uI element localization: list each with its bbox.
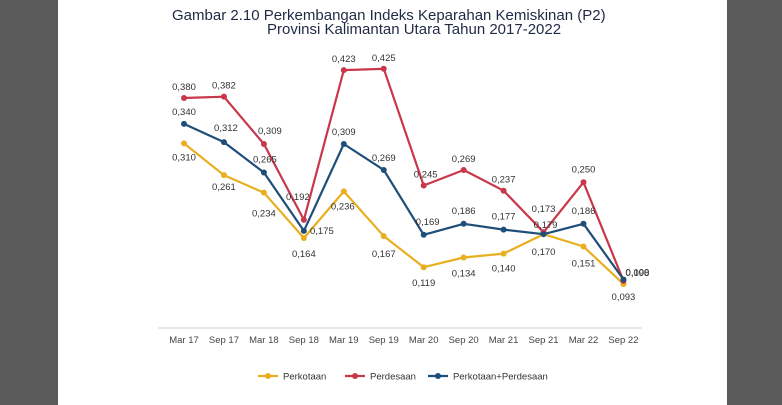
data-label: 0,423 bbox=[332, 54, 356, 65]
data-label: 0,167 bbox=[372, 249, 396, 260]
x-tick-label: Mar 19 bbox=[329, 335, 359, 346]
data-label: 0,169 bbox=[416, 217, 440, 228]
data-label: 0,237 bbox=[492, 175, 516, 186]
legend-item: Perdesaan bbox=[345, 372, 416, 383]
data-point bbox=[220, 93, 227, 100]
data-label: 0,177 bbox=[492, 212, 516, 223]
data-point bbox=[500, 250, 507, 257]
data-point bbox=[260, 141, 267, 148]
x-tick-label: Mar 17 bbox=[169, 335, 199, 346]
legend-item: Perkotaan+Perdesaan bbox=[428, 372, 548, 383]
data-point bbox=[380, 65, 387, 72]
data-point bbox=[580, 220, 587, 227]
data-point bbox=[220, 139, 227, 146]
data-label: 0,236 bbox=[331, 201, 355, 212]
data-label: 0,261 bbox=[212, 182, 236, 193]
data-point bbox=[460, 166, 467, 173]
data-point bbox=[300, 216, 307, 223]
data-point bbox=[340, 141, 347, 148]
data-point bbox=[181, 94, 187, 101]
data-point bbox=[580, 243, 587, 250]
data-label: 0,098 bbox=[626, 268, 650, 279]
legend-item: Perkotaan bbox=[258, 372, 326, 383]
data-point bbox=[460, 220, 467, 227]
data-point bbox=[300, 227, 307, 234]
data-point bbox=[620, 276, 627, 283]
data-point bbox=[300, 235, 307, 242]
data-label: 0,380 bbox=[172, 82, 196, 93]
data-label: 0,269 bbox=[452, 154, 476, 165]
data-label: 0,164 bbox=[292, 249, 316, 260]
data-label: 0,234 bbox=[252, 209, 276, 220]
data-point bbox=[500, 187, 507, 194]
data-point bbox=[181, 120, 187, 127]
series-line bbox=[183, 67, 625, 282]
x-tick-label: Sep 20 bbox=[449, 335, 479, 346]
legend-swatch-marker bbox=[265, 373, 271, 379]
x-tick-label: Mar 22 bbox=[569, 335, 599, 346]
data-label: 0,250 bbox=[572, 164, 596, 175]
data-point bbox=[460, 254, 467, 261]
line-chart: Mar 17 Sep 17 Mar 18 Sep 18 Mar 19 Sep 19 Mar … bbox=[158, 53, 649, 383]
data-label: 0,312 bbox=[214, 123, 238, 134]
legend-label: Perdesaan bbox=[370, 372, 416, 383]
data-label: 0,186 bbox=[452, 206, 476, 217]
x-tick-label: Sep 18 bbox=[289, 335, 319, 346]
data-point bbox=[420, 231, 427, 238]
data-label: 0,100 bbox=[626, 268, 650, 279]
series-line bbox=[183, 122, 625, 281]
chart-page: Gambar 2.10 Perkembangan Indeks Keparaha… bbox=[58, 0, 727, 405]
x-tick-label: Mar 20 bbox=[409, 335, 439, 346]
data-label: 0,382 bbox=[212, 81, 236, 92]
data-label: 0,309 bbox=[332, 127, 356, 138]
data-label: 0,340 bbox=[172, 107, 196, 118]
legend-label: Perkotaan+Perdesaan bbox=[453, 372, 548, 383]
data-label: 0,186 bbox=[572, 206, 596, 217]
x-tick-label: Sep 19 bbox=[369, 335, 399, 346]
legend-label: Perkotaan bbox=[283, 372, 326, 383]
x-tick-label: Mar 21 bbox=[489, 335, 519, 346]
data-label: 0,269 bbox=[372, 153, 396, 164]
data-point bbox=[260, 189, 267, 196]
data-label: 0,140 bbox=[492, 264, 516, 275]
data-label: 0,425 bbox=[372, 53, 396, 64]
data-label: 0,173 bbox=[532, 204, 556, 215]
series-perdesaan: 0,380 0,382 0,309 0,192 0,423 0,425 0,245 0,269… bbox=[172, 53, 649, 284]
data-point bbox=[340, 67, 347, 74]
data-point bbox=[380, 233, 387, 240]
data-label: 0,151 bbox=[572, 258, 596, 269]
data-point bbox=[420, 264, 427, 271]
data-label: 0,192 bbox=[286, 192, 310, 203]
data-point bbox=[260, 169, 267, 176]
data-label: 0,170 bbox=[532, 247, 556, 258]
data-label: 0,093 bbox=[612, 292, 636, 303]
legend-swatch-marker bbox=[435, 373, 441, 379]
data-point bbox=[181, 140, 187, 147]
series-perkotaan-perdesaan: 0,340 0,312 0,265 0,175 0,309 0,269 0,169 0,186… bbox=[172, 107, 649, 283]
data-label: 0,309 bbox=[258, 126, 282, 137]
data-label: 0,245 bbox=[414, 170, 438, 181]
chart-title-line-2: Provinsi Kalimantan Utara Tahun 2017-202… bbox=[267, 21, 562, 38]
data-label: 0,119 bbox=[412, 278, 435, 289]
data-label: 0,175 bbox=[310, 226, 334, 237]
x-tick-label: Sep 21 bbox=[528, 335, 558, 346]
data-point bbox=[580, 179, 587, 186]
data-label: 0,134 bbox=[452, 269, 476, 280]
data-point bbox=[340, 188, 347, 195]
data-label: 0,310 bbox=[172, 152, 196, 163]
series-line bbox=[183, 142, 625, 285]
x-tick-label: Sep 17 bbox=[209, 335, 239, 346]
chart-title-line-1: Gambar 2.10 Perkembangan Indeks Keparaha… bbox=[172, 7, 606, 24]
legend-swatch-marker bbox=[352, 373, 358, 379]
data-point bbox=[220, 172, 227, 179]
x-tick-label: Mar 18 bbox=[249, 335, 279, 346]
series-perkotaan: 0,310 0,261 0,234 0,164 0,236 0,167 0,119 0,134… bbox=[172, 140, 635, 303]
data-point bbox=[500, 226, 507, 233]
data-point bbox=[420, 182, 427, 189]
data-point bbox=[380, 166, 387, 173]
data-label: 0,265 bbox=[253, 155, 277, 166]
x-tick-label: Sep 22 bbox=[608, 335, 638, 346]
data-label: 0,179 bbox=[534, 220, 558, 231]
data-point bbox=[540, 231, 547, 238]
